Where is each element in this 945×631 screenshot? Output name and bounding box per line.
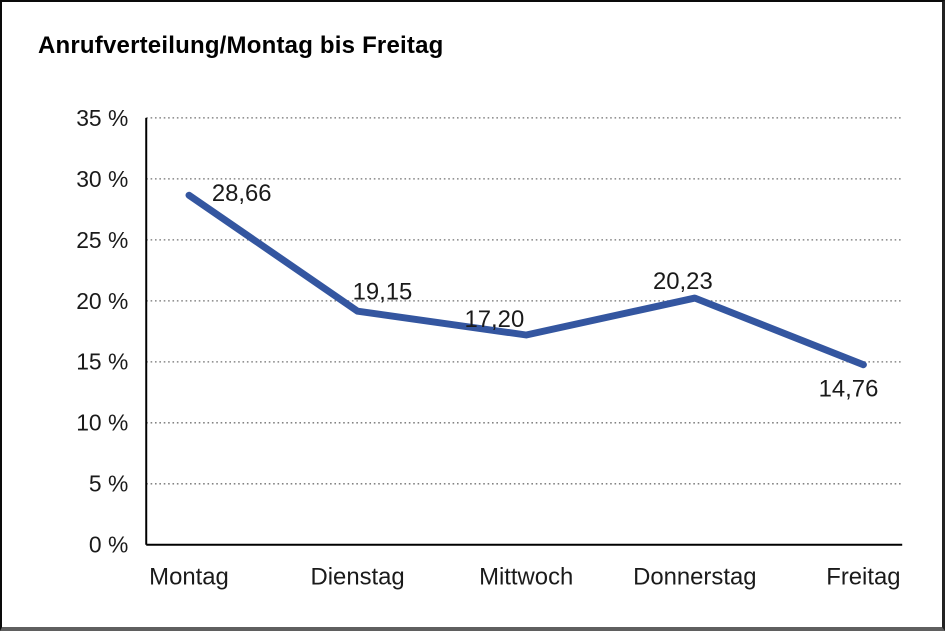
x-category-label: Montag (149, 563, 229, 590)
data-label: 20,23 (653, 268, 713, 295)
x-category-label: Freitag (826, 563, 900, 590)
chart-title: Anrufverteilung/Montag bis Freitag (38, 32, 444, 59)
data-label: 19,15 (353, 278, 413, 305)
y-tick-label: 15 % (76, 349, 128, 375)
x-category-label: Mittwoch (479, 563, 573, 590)
data-label: 14,76 (819, 375, 879, 402)
data-label: 17,20 (465, 306, 525, 333)
y-tick-label: 10 % (76, 410, 128, 436)
y-tick-label: 5 % (89, 471, 128, 497)
x-category-label: Dienstag (311, 563, 405, 590)
y-tick-label: 0 % (89, 532, 128, 558)
y-tick-label: 30 % (76, 166, 128, 192)
series-line (185, 191, 867, 369)
data-label: 28,66 (212, 180, 272, 207)
y-tick-label: 20 % (76, 288, 128, 314)
y-tick-label: 35 % (76, 105, 128, 131)
y-tick-label: 25 % (76, 227, 128, 253)
x-category-label: Donnerstag (633, 563, 756, 590)
